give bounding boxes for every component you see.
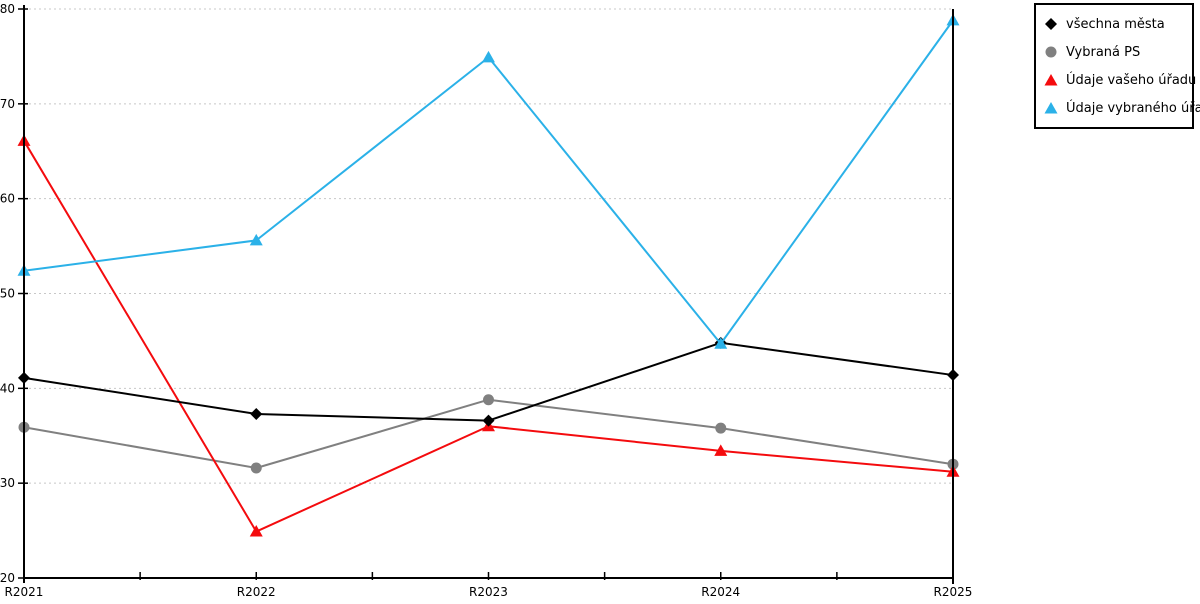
legend-item-label: Údaje vašeho úřadu [1066, 72, 1197, 88]
data-point-marker [249, 233, 263, 246]
y-tick-label: 60 [0, 192, 15, 206]
y-tick-label: 80 [0, 2, 15, 16]
x-tick-label: R2024 [701, 585, 740, 599]
data-point-marker [249, 525, 263, 537]
x-tick-label: R2025 [934, 585, 973, 599]
circle-icon [1045, 46, 1057, 58]
data-point-marker [250, 407, 263, 420]
series-line [23, 140, 954, 533]
legend-item-label: Údaje vybraného úřadu [1066, 100, 1200, 116]
data-point-marker [482, 50, 495, 63]
legend-item: Vybraná PS [1044, 38, 1190, 66]
y-tick-label: 20 [0, 571, 15, 585]
triangle-icon [1044, 74, 1058, 86]
data-point-marker [250, 462, 262, 474]
x-tick-label: R2022 [237, 585, 276, 599]
legend-item: Údaje vybraného úřadu [1044, 94, 1200, 122]
y-tick-label: 70 [0, 97, 15, 111]
y-tick-label: 40 [0, 381, 15, 395]
diamond-icon [1045, 18, 1057, 30]
series-line [23, 398, 954, 469]
data-point-marker [714, 337, 728, 349]
data-point-marker [714, 444, 728, 456]
series-line [23, 19, 954, 345]
legend-item: Údaje vašeho úřadu [1044, 66, 1196, 94]
data-point-marker [715, 422, 727, 434]
legend-item-label: Vybraná PS [1066, 44, 1141, 60]
data-point-marker [482, 414, 495, 427]
series-line [23, 341, 954, 422]
triangle-icon [1044, 102, 1058, 114]
y-tick-label: 30 [0, 476, 15, 490]
x-tick-label: R2023 [469, 585, 508, 599]
legend-item: všechna města [1044, 10, 1190, 38]
data-point-marker [483, 394, 494, 406]
legend: všechna města Vybraná PS Údaje vašeho úřad… [1034, 3, 1200, 129]
legend-item-label: všechna města [1066, 16, 1165, 32]
y-tick-label: 50 [0, 287, 15, 301]
x-tick-label: R2021 [5, 585, 44, 599]
